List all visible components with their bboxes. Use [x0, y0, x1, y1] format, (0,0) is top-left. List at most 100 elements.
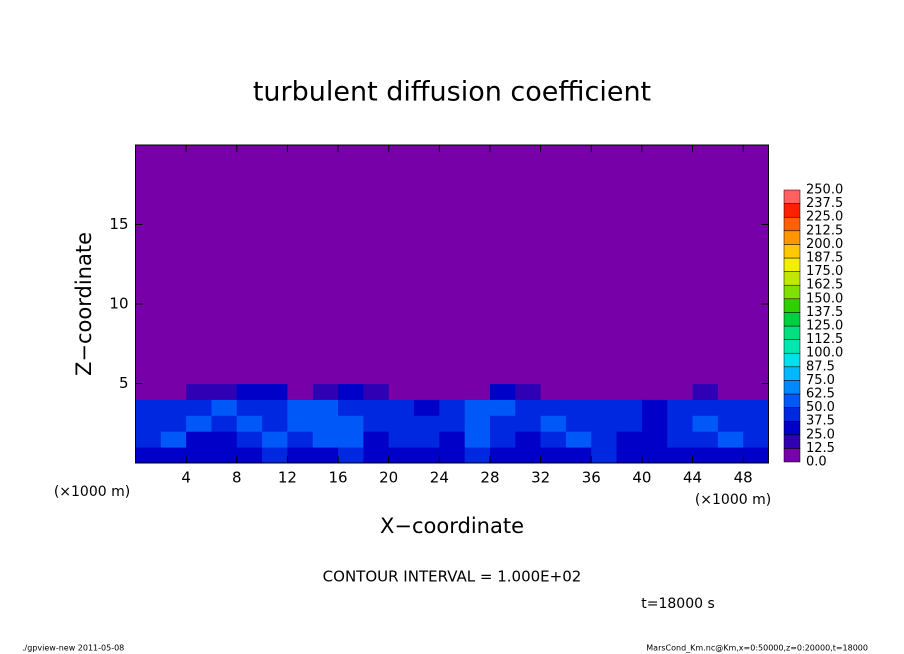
x-tick-label: 32 [531, 469, 550, 487]
colorbar-box [783, 244, 801, 259]
heat-cell [287, 415, 314, 432]
heat-cell [743, 145, 769, 384]
heat-cell [363, 447, 390, 464]
colorbar-label: 212.5 [806, 223, 843, 238]
heat-cell [464, 399, 491, 416]
heat-cell [236, 383, 263, 400]
chart-title: turbulent diffusion coefficient [253, 77, 651, 108]
heat-cell [464, 431, 491, 448]
x-tick-label: 48 [734, 469, 753, 487]
heat-cell [717, 383, 744, 400]
heat-cell [312, 383, 339, 400]
heat-cell [464, 383, 491, 400]
colorbar-label: 225.0 [806, 210, 843, 225]
heat-cell [692, 415, 719, 432]
heat-cell [439, 145, 466, 384]
colorbar-label: 137.5 [806, 305, 843, 320]
heat-cell [717, 431, 744, 448]
heat-cell [312, 447, 339, 464]
heat-cell [540, 447, 567, 464]
heat-cell [160, 447, 187, 464]
heat-cell [388, 447, 415, 464]
colorbar-box [783, 393, 801, 408]
colorbar-box [783, 366, 801, 381]
heat-cell [641, 415, 668, 432]
heat-cell [160, 431, 187, 448]
heat-cell [287, 431, 314, 448]
heat-cell [591, 415, 618, 432]
heat-cell [667, 383, 694, 400]
heat-cell [236, 447, 263, 464]
colorbar-label: 112.5 [806, 332, 843, 347]
colorbar-label: 87.5 [806, 359, 835, 374]
heat-cell [667, 415, 694, 432]
heat-cell [236, 145, 263, 384]
heat-cell [186, 145, 212, 384]
heat-cell [489, 415, 516, 432]
heat-cell [515, 431, 542, 448]
heat-cell [515, 447, 542, 464]
heat-cell [414, 447, 440, 464]
heat-cell [717, 145, 744, 384]
colorbar-box [783, 257, 801, 272]
colorbar-box [783, 216, 801, 232]
heat-cell [591, 383, 618, 400]
y-tick-label: 5 [119, 374, 129, 392]
heat-cell [515, 383, 542, 400]
heat-cell [363, 431, 390, 448]
heat-cell [515, 399, 542, 416]
heat-cell [363, 145, 390, 384]
x-tick-label: 4 [181, 469, 191, 487]
heat-cell [135, 145, 162, 384]
heat-cell [540, 383, 567, 400]
heat-cell [692, 447, 719, 464]
colorbar-label: 25.0 [806, 427, 835, 442]
heat-cell [515, 145, 542, 384]
heat-cell [312, 399, 339, 416]
heat-cell [591, 145, 618, 384]
heat-cell [186, 447, 212, 464]
colorbar-label: 100.0 [806, 346, 843, 361]
heat-cell [414, 415, 440, 432]
colorbar-box [783, 407, 801, 422]
heat-cell [135, 399, 162, 416]
time-label: t=18000 s [641, 596, 715, 612]
heat-cell [363, 399, 390, 416]
colorbar-box [783, 189, 801, 204]
colorbar-label: 37.5 [806, 414, 835, 429]
heat-cell [591, 431, 618, 448]
heat-cell [591, 447, 618, 464]
x-tick-label: 16 [329, 469, 348, 487]
colorbar-label: 75.0 [806, 373, 835, 388]
heat-cell [464, 145, 491, 384]
heat-cell [338, 415, 364, 432]
heat-cell [236, 431, 263, 448]
heat-cell [565, 431, 592, 448]
heat-cell [160, 415, 187, 432]
heat-cell [211, 415, 238, 432]
colorbar-label: 187.5 [806, 251, 843, 266]
heat-cell [641, 447, 668, 464]
heat-cell [565, 145, 592, 384]
heat-cell [287, 145, 314, 384]
heat-cell [439, 383, 466, 400]
heat-cell [641, 383, 668, 400]
heat-cell [616, 145, 643, 384]
x-tick-label: 20 [379, 469, 398, 487]
colorbar-label: 150.0 [806, 291, 843, 306]
x-tick-label: 28 [480, 469, 499, 487]
heat-cell [717, 415, 744, 432]
heat-cell [312, 145, 339, 384]
colorbar-label: 200.0 [806, 237, 843, 252]
heat-cell [388, 399, 415, 416]
footer: ./gpview-new 2011-05-08 [22, 644, 124, 653]
heat-cell [312, 431, 339, 448]
heat-cell [692, 145, 719, 384]
heat-cell [211, 399, 238, 416]
heat-cell [160, 399, 187, 416]
y-tick-label: 10 [109, 295, 128, 313]
annotation: CONTOUR INTERVAL = 1.000E+02 [323, 568, 582, 586]
heat-cell [414, 399, 440, 416]
heat-cell [565, 415, 592, 432]
